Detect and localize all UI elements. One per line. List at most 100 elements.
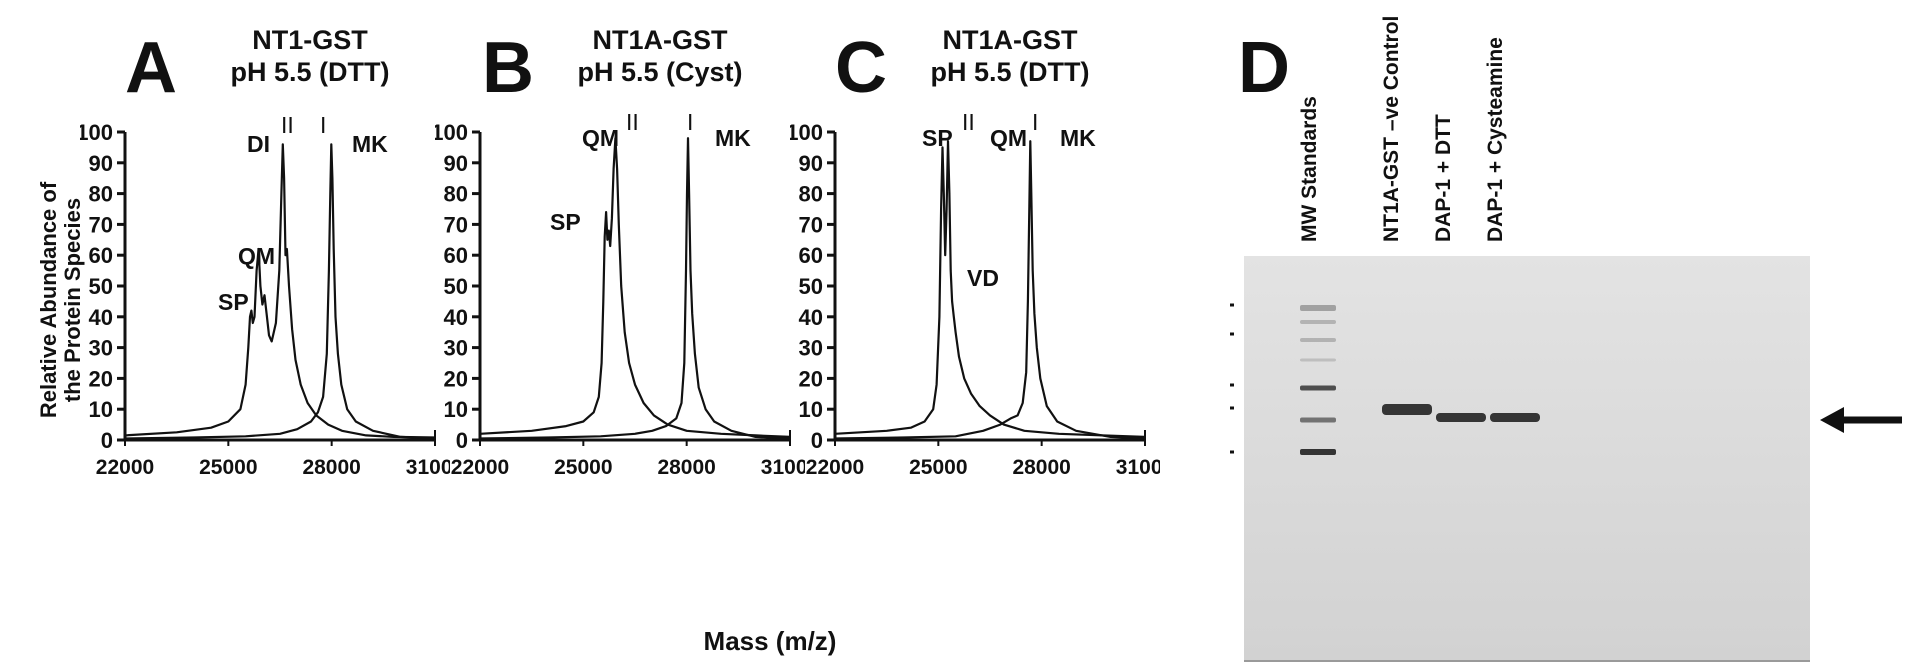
y-tick-label: 40 [799, 305, 823, 330]
x-tick-label: 31000 [406, 456, 450, 479]
y-tick-label: 0 [811, 428, 823, 453]
peak-annotation-qm: QM [238, 243, 275, 269]
chart-panel-c: 0 10 20 30 40 50 60 70 80 90 100 22000 25000 28000 310… [790, 109, 1160, 479]
peak-annotation-sp: SP [218, 289, 249, 315]
panel-a-title-line2: pH 5.5 (DTT) [230, 57, 390, 87]
x-tick-label: 31000 [1116, 456, 1160, 479]
y-tick-label: 30 [89, 336, 113, 361]
x-tick-label: 28000 [1012, 456, 1070, 479]
panel-c-title-line1: NT1A-GST [942, 25, 1078, 55]
y-tick-label: 40 [444, 305, 468, 330]
y-tick-label: 40 [89, 305, 113, 330]
panel-a-title: NT1-GST pH 5.5 (DTT) [180, 24, 440, 88]
peak-annotation-qm: QM [582, 125, 619, 151]
y-tick-label: 10 [89, 397, 113, 422]
x-tick-label: 28000 [657, 456, 715, 479]
y-tick-label: 90 [799, 151, 823, 176]
peak-annotation-i: I [1032, 109, 1038, 135]
y-tick-label: 70 [89, 212, 113, 237]
y-tick-label: 90 [444, 151, 468, 176]
mw-ladder-band [1300, 358, 1336, 362]
y-axis-label-line2: the Protein Species [60, 198, 85, 402]
x-tick-label: 22000 [96, 456, 154, 479]
panel-c-title: NT1A-GST pH 5.5 (DTT) [880, 24, 1140, 88]
x-tick-label: 25000 [909, 456, 967, 479]
y-tick-label: 20 [89, 366, 113, 391]
x-tick-label: 31000 [761, 456, 805, 479]
peak-annotation-i: I [320, 112, 326, 138]
y-tick-label: 50 [444, 274, 468, 299]
arrow-icon [1820, 407, 1902, 433]
peak-annotation-sp: SP [922, 125, 953, 151]
y-tick-label: 100 [790, 120, 823, 145]
y-tick-label: 30 [444, 336, 468, 361]
gel-svg: MW Standards NT1A-GST –ve Control DAP-1 … [1230, 16, 1902, 662]
y-tick-label: 80 [799, 182, 823, 207]
y-tick-label: 80 [444, 182, 468, 207]
lane-label-dap1-cysteamine: DAP-1 + Cysteamine [1484, 37, 1507, 242]
lane-label-mw-standards: MW Standards [1298, 96, 1321, 242]
peak-annotation-vd: VD [967, 265, 999, 291]
y-tick-label: 50 [799, 274, 823, 299]
series-line-1 [479, 137, 791, 438]
y-tick-label: 0 [101, 428, 113, 453]
cysteamine-band [1490, 413, 1540, 422]
peak-annotation-sp: SP [550, 209, 581, 235]
x-tick-label: 25000 [199, 456, 257, 479]
control-band [1382, 404, 1432, 415]
panel-b-title: NT1A-GST pH 5.5 (Cyst) [530, 24, 790, 88]
y-tick-label: 20 [799, 366, 823, 391]
x-axis-label: Mass (m/z) [703, 626, 837, 656]
panel-a-title-line1: NT1-GST [252, 25, 368, 55]
peak-annotation-i: I [687, 109, 693, 135]
x-tick-label: 25000 [554, 456, 612, 479]
y-tick-label: 30 [799, 336, 823, 361]
peak-annotation-mk: MK [715, 125, 751, 151]
lane-label-dap1-dtt: DAP-1 + DTT [1432, 114, 1455, 242]
y-tick-label: 70 [444, 212, 468, 237]
panel-letter-b: B [482, 28, 534, 108]
panel-b-title-line1: NT1A-GST [592, 25, 728, 55]
series-line-2 [834, 140, 1146, 440]
x-tick-label: 28000 [302, 456, 360, 479]
y-tick-label: 0 [456, 428, 468, 453]
panel-c-title-line2: pH 5.5 (DTT) [930, 57, 1090, 87]
mw-ladder-band [1300, 385, 1336, 391]
chart-panel-b: 0 10 20 30 40 50 60 70 80 90 100 22000 25000 28000 310… [435, 109, 805, 479]
series-line-2 [124, 143, 436, 440]
mw-ladder-band [1300, 417, 1336, 423]
mw-ladder-band [1300, 449, 1336, 455]
peak-annotation-qm: QM [990, 125, 1027, 151]
panel-letter-a: A [125, 28, 177, 108]
series-line-1 [834, 140, 1146, 438]
y-tick-label: 60 [444, 243, 468, 268]
y-tick-label: 60 [799, 243, 823, 268]
x-tick-label: 22000 [451, 456, 509, 479]
series-line-1 [124, 143, 436, 439]
y-tick-label: 90 [89, 151, 113, 176]
y-tick-label: 10 [799, 397, 823, 422]
y-tick-label: 80 [89, 182, 113, 207]
y-tick-label: 100 [80, 120, 113, 145]
gel-panel: D MW Standards NT1A-GST –ve Control DAP-… [1230, 0, 1908, 672]
panel-b-title-line2: pH 5.5 (Cyst) [577, 57, 743, 87]
chart-panel-a: 0 10 20 30 40 50 60 70 80 90 100 22000 25000 28000 310… [80, 112, 450, 479]
series-line-2 [479, 137, 791, 440]
panel-letter-d: D [1238, 28, 1290, 108]
y-tick-label: 20 [444, 366, 468, 391]
mw-ladder-band [1300, 338, 1336, 342]
mw-ladder-band [1300, 305, 1336, 311]
y-tick-label: 60 [89, 243, 113, 268]
dtt-band [1436, 413, 1486, 422]
y-axis-label: Relative Abundance of the Protein Specie… [36, 110, 85, 490]
peak-annotation-ii: II [626, 109, 639, 135]
gel-body [1244, 256, 1810, 662]
peak-annotation-ii: II [281, 112, 294, 138]
y-tick-label: 50 [89, 274, 113, 299]
panel-letter-c: C [835, 28, 887, 108]
y-axis-label-line1: Relative Abundance of [36, 181, 61, 418]
x-tick-label: 22000 [806, 456, 864, 479]
peak-annotation-mk: MK [1060, 125, 1096, 151]
lane-label-nt1a-control: NT1A-GST –ve Control [1380, 16, 1403, 242]
peak-annotation-di: DI [247, 131, 270, 157]
